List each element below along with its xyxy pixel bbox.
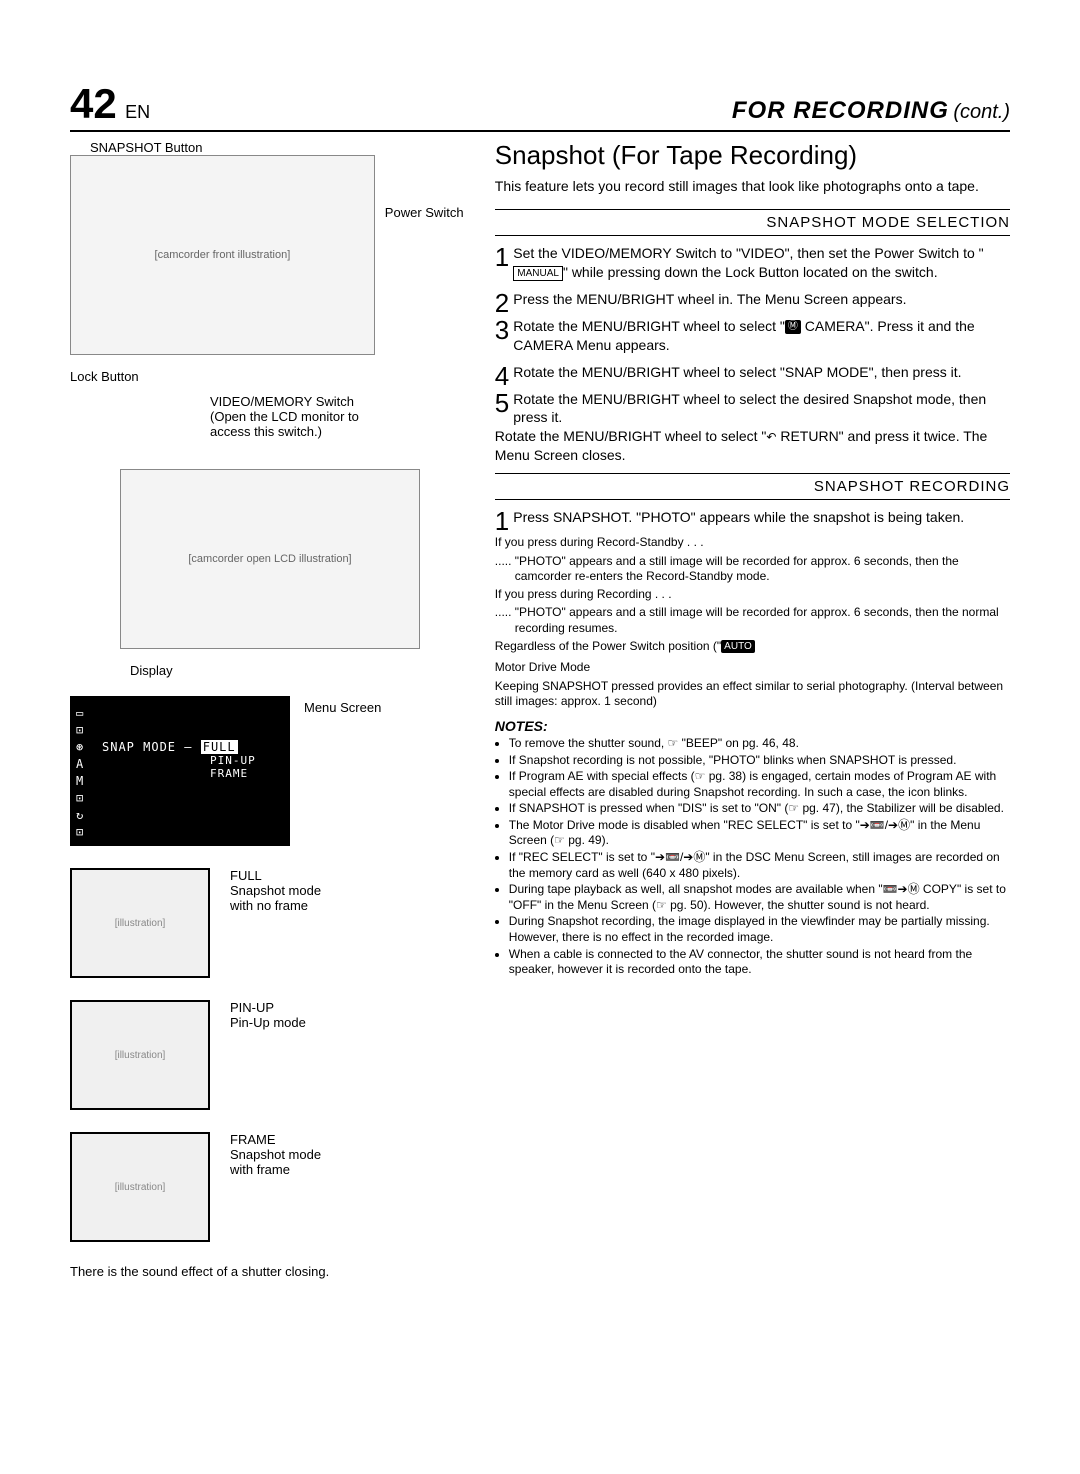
step-number: 1 <box>495 244 509 270</box>
step-number: 3 <box>495 317 509 343</box>
menu-option: PIN-UP <box>210 754 282 767</box>
header-title-wrap: FOR RECORDING (cont.) <box>732 97 1010 125</box>
note-item: During tape playback as well, all snapsh… <box>509 882 1010 913</box>
page-header: 42 EN FOR RECORDING (cont.) <box>70 80 1010 132</box>
camera-icon-badge: Ⓜ <box>785 320 801 334</box>
step-text: Rotate the MENU/BRIGHT wheel to select " <box>513 318 785 334</box>
note-item: When a cable is connected to the AV conn… <box>509 947 1010 978</box>
menu-icon: ✕ <box>76 842 83 856</box>
menu-screen-mock: ▭ ⊡ ⊛ A M ⊡ ↻ ⊡ ✕ SNAP MODE – FULL PIN-U… <box>70 696 290 846</box>
press-standby-body: ..... "PHOTO" appears and a still image … <box>495 554 1010 585</box>
menu-screen-label: Menu Screen <box>304 696 381 846</box>
thumb-full: [illustration] <box>70 868 210 978</box>
regardless-note: Regardless of the Power Switch position … <box>495 639 1010 655</box>
return-icon: ↶ <box>766 429 776 445</box>
camcorder-diagram-2: [camcorder open LCD illustration] <box>120 469 420 649</box>
step-text: Rotate the MENU/BRIGHT wheel to select "… <box>513 364 961 380</box>
thumb-frame-caption: FRAME Snapshot mode with frame <box>230 1132 321 1242</box>
menu-icon: M <box>76 774 83 788</box>
step-number: 2 <box>495 290 509 316</box>
left-column: SNAPSHOT Button [camcorder front illustr… <box>70 140 475 1279</box>
menu-icon: ⊡ <box>76 825 83 839</box>
camcorder-diagram-1: [camcorder front illustration] <box>70 155 375 355</box>
thumb-row: [illustration] FULL Snapshot mode with n… <box>70 868 475 978</box>
manual-badge: MANUAL <box>513 266 563 282</box>
menu-icon: ↻ <box>76 808 83 822</box>
thumb-frame: [illustration] <box>70 1132 210 1242</box>
subheading-recording: SNAPSHOT RECORDING <box>495 473 1010 500</box>
page-lang: EN <box>125 102 150 122</box>
thumb-desc: Snapshot mode with frame <box>230 1147 321 1177</box>
step-number: 1 <box>495 508 509 534</box>
header-cont: (cont.) <box>953 101 1010 123</box>
shutter-sound-note: There is the sound effect of a shutter c… <box>70 1264 475 1279</box>
step-text: Set the VIDEO/MEMORY Switch to "VIDEO", … <box>513 245 983 261</box>
motor-drive-body: Keeping SNAPSHOT pressed provides an eff… <box>495 679 1010 710</box>
subheading-selection: SNAPSHOT MODE SELECTION <box>495 209 1010 236</box>
note-item: If Program AE with special effects (☞ pg… <box>509 769 1010 800</box>
callout-lock-button: Lock Button <box>70 369 475 384</box>
menu-icon: ⊡ <box>76 791 83 805</box>
note-item: The Motor Drive mode is disabled when "R… <box>509 818 1010 849</box>
note-item: If SNAPSHOT is pressed when "DIS" is set… <box>509 801 1010 817</box>
thumb-row: [illustration] FRAME Snapshot mode with … <box>70 1132 475 1242</box>
step-3: 3 Rotate the MENU/BRIGHT wheel to select… <box>495 317 1010 355</box>
callout-snapshot-btn: SNAPSHOT Button <box>90 140 475 155</box>
press-rec-body: ..... "PHOTO" appears and a still image … <box>495 605 1010 636</box>
thumb-pinup: [illustration] <box>70 1000 210 1110</box>
section-title: Snapshot (For Tape Recording) <box>495 140 1010 171</box>
menu-icon: A <box>76 757 83 771</box>
thumb-row: [illustration] PIN-UP Pin-Up mode <box>70 1000 475 1110</box>
menu-option: FRAME <box>210 767 282 780</box>
display-label: Display <box>130 663 475 678</box>
section-intro: This feature lets you record still image… <box>495 177 1010 195</box>
manual-page: 42 EN FOR RECORDING (cont.) SNAPSHOT But… <box>0 0 1080 1319</box>
note-item: If Snapshot recording is not possible, "… <box>509 753 1010 769</box>
step-text: " while pressing down the Lock Button lo… <box>563 264 938 280</box>
regardless-a: Regardless of the Power Switch position … <box>495 639 721 653</box>
callout-video-memory-switch: VIDEO/MEMORY Switch (Open the LCD monito… <box>70 394 475 439</box>
step-2: 2 Press the MENU/BRIGHT wheel in. The Me… <box>495 290 1010 309</box>
callout-power-switch: Power Switch <box>385 205 475 220</box>
notes-title: NOTES: <box>495 718 1010 734</box>
right-column: Snapshot (For Tape Recording) This featu… <box>495 140 1010 1279</box>
step-text: Press SNAPSHOT. "PHOTO" appears while th… <box>513 509 964 525</box>
step-1: 1 Set the VIDEO/MEMORY Switch to "VIDEO"… <box>495 244 1010 282</box>
motor-drive-head: Motor Drive Mode <box>495 660 1010 676</box>
page-number-block: 42 EN <box>70 80 150 128</box>
thumb-title: FRAME <box>230 1132 321 1147</box>
page-number: 42 <box>70 80 117 127</box>
thumb-title: FULL <box>230 868 321 883</box>
menu-side-icons: ▭ ⊡ ⊛ A M ⊡ ↻ ⊡ ✕ <box>76 706 83 856</box>
thumb-desc: Snapshot mode with no frame <box>230 883 321 913</box>
menu-icon: ⊡ <box>76 723 83 737</box>
notes-list: To remove the shutter sound, ☞ "BEEP" on… <box>495 736 1010 978</box>
step-4: 4 Rotate the MENU/BRIGHT wheel to select… <box>495 363 1010 382</box>
header-title: FOR RECORDING <box>732 97 949 124</box>
press-rec-head: If you press during Recording . . . <box>495 587 1010 603</box>
menu-icon: ⊛ <box>76 740 83 754</box>
menu-icon: ▭ <box>76 706 83 720</box>
thumb-desc: Pin-Up mode <box>230 1015 306 1030</box>
rec-step-1: 1 Press SNAPSHOT. "PHOTO" appears while … <box>495 508 1010 527</box>
thumb-title: PIN-UP <box>230 1000 306 1015</box>
menu-selected: FULL <box>201 740 238 754</box>
note-item: To remove the shutter sound, ☞ "BEEP" on… <box>509 736 1010 752</box>
step-number: 5 <box>495 390 509 416</box>
menu-title: SNAP MODE <box>102 740 176 754</box>
step-5: 5 Rotate the MENU/BRIGHT wheel to select… <box>495 390 1010 466</box>
thumb-pinup-caption: PIN-UP Pin-Up mode <box>230 1000 306 1110</box>
step-number: 4 <box>495 363 509 389</box>
note-item: If "REC SELECT" is set to "➔📼/➔Ⓜ" in the… <box>509 850 1010 881</box>
thumbnails: [illustration] FULL Snapshot mode with n… <box>70 868 475 1242</box>
step-text: Press the MENU/BRIGHT wheel in. The Menu… <box>513 291 906 307</box>
press-standby-head: If you press during Record-Standby . . . <box>495 535 1010 551</box>
note-item: During Snapshot recording, the image dis… <box>509 914 1010 945</box>
auto-badge: AUTO <box>721 640 755 653</box>
thumb-full-caption: FULL Snapshot mode with no frame <box>230 868 321 978</box>
